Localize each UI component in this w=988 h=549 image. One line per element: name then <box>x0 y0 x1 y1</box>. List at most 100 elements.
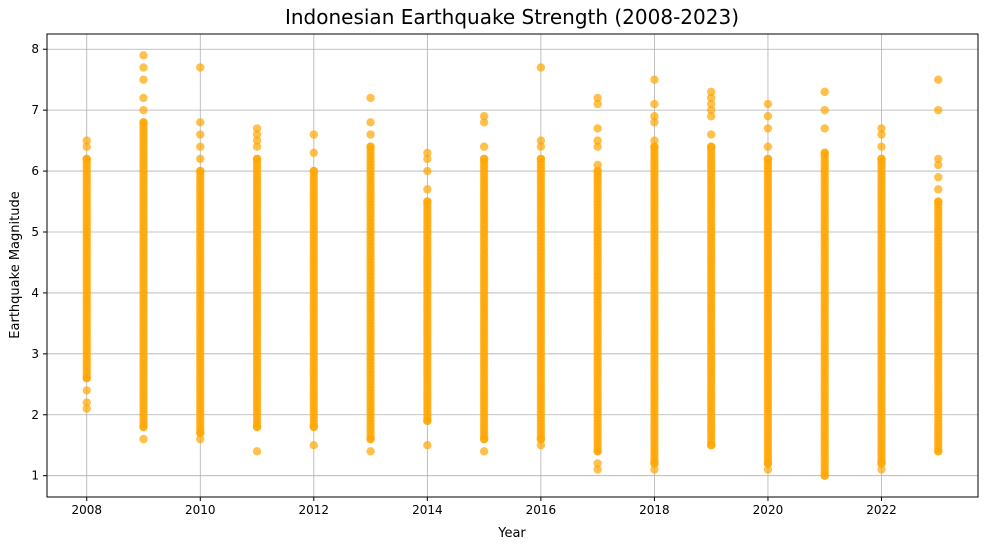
data-point <box>877 142 886 151</box>
chart-title: Indonesian Earthquake Strength (2008-202… <box>285 5 739 29</box>
data-point <box>820 148 829 157</box>
data-point <box>650 75 659 84</box>
data-point <box>196 434 205 444</box>
x-axis: 2008 2010 2012 2014 2016 2018 2020 2022 <box>71 497 897 517</box>
data-point <box>366 447 375 456</box>
data-point <box>139 105 148 115</box>
data-point <box>650 465 659 474</box>
data-point <box>593 166 602 176</box>
data-point <box>423 185 432 194</box>
data-point <box>877 154 886 164</box>
data-point <box>536 434 546 444</box>
data-point <box>763 154 773 164</box>
data-point <box>536 441 546 450</box>
data-point <box>252 142 262 151</box>
y-tick-label: 7 <box>31 103 39 117</box>
data-point <box>139 422 148 432</box>
data-point <box>763 99 773 109</box>
data-point <box>820 471 829 480</box>
data-point <box>934 160 943 170</box>
data-point <box>706 130 716 139</box>
data-point <box>82 374 91 383</box>
data-point <box>706 441 716 450</box>
data-point <box>196 142 205 151</box>
data-point <box>706 112 716 121</box>
data-point <box>139 51 148 60</box>
x-tick-label: 2020 <box>753 503 784 517</box>
data-point <box>82 404 91 413</box>
data-point <box>763 465 773 474</box>
data-point <box>593 99 602 109</box>
data-point <box>593 124 602 133</box>
data-point <box>877 459 886 468</box>
data-point <box>423 416 432 426</box>
data-point <box>252 130 262 139</box>
data-point <box>196 118 205 127</box>
x-tick-label: 2014 <box>412 503 443 517</box>
data-point <box>309 441 319 450</box>
data-point <box>593 459 602 468</box>
data-points <box>82 51 943 480</box>
x-tick-label: 2008 <box>71 503 102 517</box>
x-tick-label: 2018 <box>639 503 670 517</box>
data-point <box>706 87 716 97</box>
data-point <box>423 154 432 164</box>
data-point <box>593 447 602 456</box>
data-point <box>479 142 489 151</box>
data-point <box>139 434 148 444</box>
data-point <box>934 154 943 164</box>
data-point <box>252 154 262 164</box>
data-point <box>536 142 546 151</box>
data-point <box>706 99 716 109</box>
data-point <box>593 93 602 103</box>
data-point <box>763 142 773 151</box>
data-point <box>309 148 319 157</box>
data-point <box>252 124 262 133</box>
data-point <box>309 166 319 176</box>
data-point <box>309 130 319 139</box>
data-point <box>309 422 319 432</box>
data-point <box>196 428 205 438</box>
data-point <box>650 136 659 145</box>
data-point <box>423 441 432 450</box>
data-point <box>366 434 375 444</box>
data-point <box>139 118 148 127</box>
data-point <box>82 142 91 151</box>
data-point <box>934 447 943 456</box>
data-point <box>366 118 375 127</box>
data-point <box>536 136 546 145</box>
data-point <box>650 459 659 468</box>
data-point <box>479 112 489 121</box>
data-point <box>479 118 489 127</box>
x-tick-label: 2016 <box>526 503 557 517</box>
data-point <box>706 142 716 151</box>
y-tick-label: 1 <box>31 469 39 483</box>
data-point <box>366 93 375 103</box>
data-point <box>650 99 659 109</box>
data-point <box>934 75 943 84</box>
data-point <box>366 142 375 151</box>
data-point <box>877 465 886 474</box>
data-point <box>706 105 716 115</box>
data-point <box>479 154 489 164</box>
data-point <box>196 154 205 164</box>
y-axis-label: Earthquake Magnitude <box>8 191 23 338</box>
data-point <box>934 185 943 194</box>
grid-lines <box>47 34 978 497</box>
data-point <box>196 63 205 72</box>
x-tick-label: 2022 <box>866 503 897 517</box>
x-axis-label: Year <box>497 526 526 541</box>
data-point <box>820 105 829 115</box>
y-tick-label: 3 <box>31 347 39 361</box>
data-point <box>423 148 432 157</box>
y-tick-label: 8 <box>31 42 39 56</box>
data-point <box>934 105 943 115</box>
data-point <box>763 124 773 133</box>
data-point <box>650 142 659 151</box>
data-point <box>820 87 829 97</box>
data-point <box>423 166 432 176</box>
data-point <box>139 93 148 103</box>
data-point <box>196 166 205 176</box>
data-point <box>252 422 262 432</box>
